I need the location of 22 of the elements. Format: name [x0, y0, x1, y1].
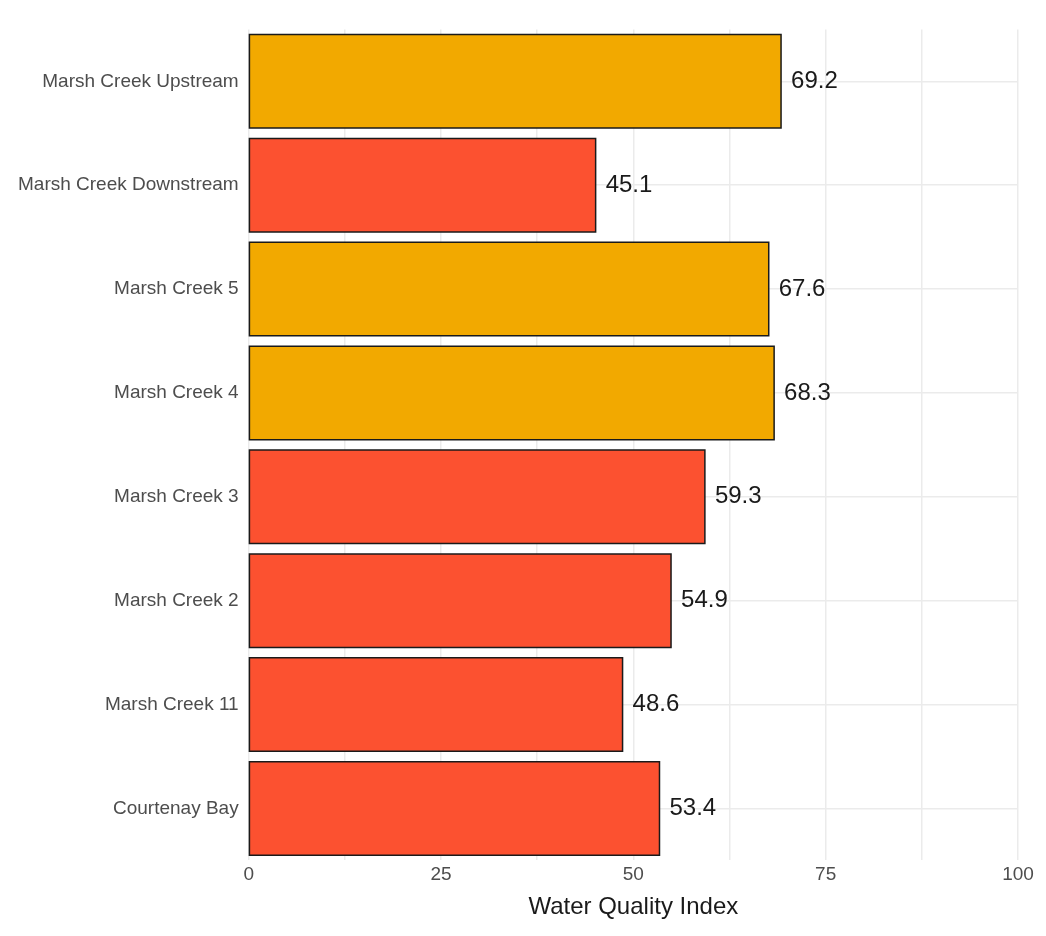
- x-tick-label: 25: [430, 863, 452, 885]
- data-label: 69.2: [791, 65, 838, 93]
- data-label: 48.6: [632, 689, 680, 717]
- y-tick-label: Marsh Creek 3: [114, 485, 239, 507]
- y-tick-label: Marsh Creek Downstream: [18, 173, 239, 195]
- x-tick-label: 100: [1002, 863, 1034, 885]
- data-label: 54.9: [681, 585, 728, 613]
- y-tick-label: Marsh Creek 11: [104, 692, 239, 714]
- y-tick-label: Marsh Creek 4: [114, 381, 240, 403]
- y-tick-label: Marsh Creek 2: [114, 588, 239, 610]
- x-tick-label: 50: [622, 863, 644, 885]
- data-label: 59.3: [714, 481, 762, 509]
- data-label: 45.1: [605, 169, 653, 197]
- x-tick-label: 0: [243, 863, 254, 885]
- y-tick-label: Marsh Creek 5: [114, 277, 239, 299]
- y-tick-label: Courtenay Bay: [112, 796, 240, 818]
- x-tick-label: 75: [815, 863, 837, 885]
- x-axis-title: Water Quality Index: [528, 892, 739, 920]
- y-tick-label: Marsh Creek Upstream: [42, 69, 239, 91]
- data-label: 68.3: [784, 377, 831, 405]
- data-label: 67.6: [778, 273, 826, 301]
- data-label: 53.4: [669, 793, 717, 821]
